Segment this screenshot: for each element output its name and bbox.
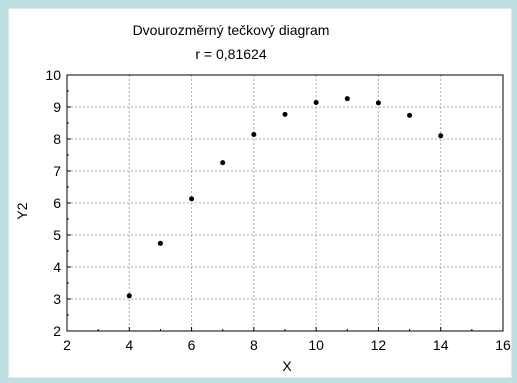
scatter-point — [344, 96, 350, 102]
x-tick-label: 14 — [433, 337, 449, 353]
y-tick-label: 9 — [53, 99, 61, 115]
scatter-chart: Dvourozměrný tečkový diagram r = 0,81624… — [14, 22, 511, 374]
axis-ticks: 2 4 6 8 10 12 14 16 2 3 4 5 6 7 8 9 10 — [45, 67, 511, 353]
y-tick-label: 2 — [53, 323, 61, 339]
x-tick-label: 16 — [495, 337, 511, 353]
scatter-point — [126, 293, 132, 299]
scatter-point — [189, 196, 195, 202]
scatter-point — [313, 100, 319, 106]
scatter-point — [251, 132, 257, 138]
scatter-point — [157, 240, 163, 246]
chart-title: Dvourozměrný tečkový diagram — [133, 22, 330, 38]
x-tick-label: 4 — [125, 337, 133, 353]
x-axis-label: X — [282, 358, 292, 374]
scatter-point — [375, 100, 381, 106]
x-tick-label: 2 — [63, 337, 71, 353]
chart-subtitle: r = 0,81624 — [195, 46, 266, 62]
x-tick-label: 10 — [308, 337, 324, 353]
scatter-point — [220, 160, 226, 166]
y-axis-label: Y2 — [14, 202, 30, 219]
y-tick-label: 5 — [53, 227, 61, 243]
y-tick-label: 4 — [53, 259, 61, 275]
grid-lines — [67, 75, 503, 331]
data-points — [126, 96, 444, 299]
scatter-point — [407, 112, 413, 118]
x-tick-label: 12 — [371, 337, 387, 353]
y-tick-label: 6 — [53, 195, 61, 211]
scatter-point — [282, 111, 288, 117]
x-tick-label: 8 — [250, 337, 258, 353]
x-tick-label: 6 — [188, 337, 196, 353]
scatter-point — [438, 133, 444, 139]
y-tick-label: 3 — [53, 291, 61, 307]
y-tick-label: 8 — [53, 131, 61, 147]
y-tick-label: 10 — [45, 67, 61, 83]
y-tick-label: 7 — [53, 163, 61, 179]
chart-panel: Dvourozměrný tečkový diagram r = 0,81624… — [8, 8, 512, 378]
